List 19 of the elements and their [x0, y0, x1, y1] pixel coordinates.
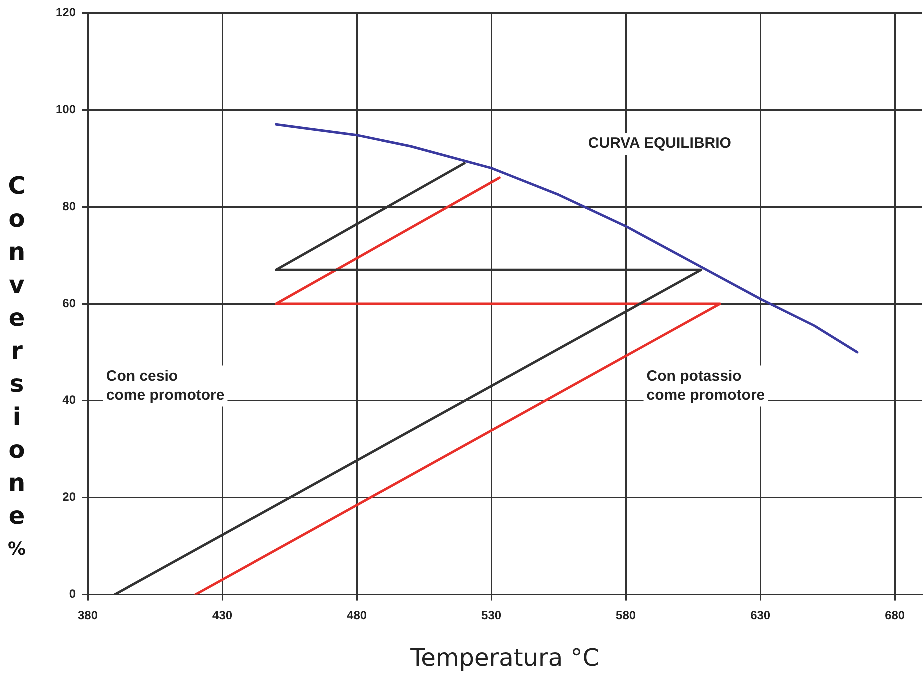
x-tick-label: 480: [347, 608, 368, 622]
y-tick-label: 40: [62, 393, 76, 408]
x-axis-title: Temperatura °C: [410, 644, 600, 672]
annotation: Con cesio come promotore: [106, 368, 225, 404]
x-tick-label: 380: [78, 608, 98, 622]
y-tick-label: 100: [56, 102, 76, 116]
x-tick-label: 430: [212, 608, 233, 622]
text: Conversione%: [8, 172, 26, 560]
x-tick-label: 580: [616, 608, 636, 622]
annotation: Con potassio come promotore: [646, 368, 766, 404]
y-tick-label: 20: [62, 490, 76, 504]
y-tick-label: 80: [62, 199, 76, 214]
x-tick-label: 530: [482, 608, 502, 622]
annotation: CURVA EQUILIBRIO: [588, 135, 732, 152]
y-tick-label: 60: [62, 296, 76, 310]
x-tick-label: 680: [885, 608, 906, 622]
y-tick-label: 120: [56, 6, 76, 20]
x-tick-label: 630: [750, 608, 771, 622]
y-tick-label: 0: [69, 587, 76, 602]
